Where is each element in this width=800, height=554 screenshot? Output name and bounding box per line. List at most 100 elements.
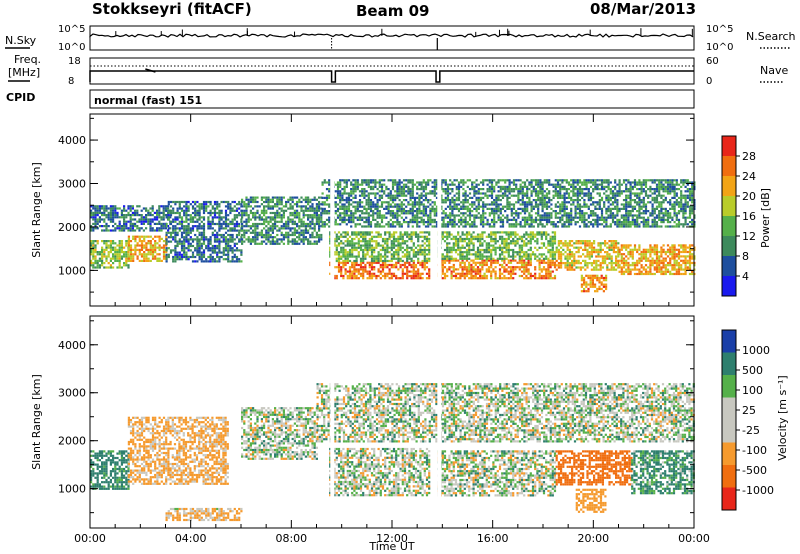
power-cell (271, 231, 274, 234)
power-cell (229, 247, 232, 250)
power-cell (151, 253, 155, 256)
power-cell (424, 205, 428, 208)
power-cell (383, 225, 386, 228)
power-cell (245, 203, 248, 206)
power-cell (449, 201, 452, 204)
power-cell (167, 207, 170, 210)
power-cell (557, 251, 560, 254)
power-cell (355, 270, 358, 273)
power-cell (673, 272, 676, 276)
power-cell (527, 272, 530, 275)
power-cell (386, 259, 389, 263)
power-cell (451, 188, 454, 191)
power-cell (276, 242, 279, 245)
power-cell (105, 255, 108, 258)
power-cell (562, 248, 565, 251)
power-cell (419, 244, 422, 247)
power-cell (450, 233, 453, 236)
power-cell (300, 207, 303, 210)
power-cell (417, 235, 420, 238)
power-cell (473, 207, 476, 210)
power-cell (662, 270, 665, 273)
power-cell (520, 251, 524, 254)
power-cell (589, 281, 592, 284)
power-cell (207, 216, 210, 219)
power-cell (131, 211, 134, 214)
power-cell (176, 218, 179, 221)
power-cell (631, 253, 634, 256)
power-cell (103, 251, 106, 254)
power-cell (156, 235, 159, 238)
power-cell (129, 257, 133, 260)
power-cell (384, 240, 387, 243)
power-cell (258, 233, 261, 237)
power-cell (267, 227, 270, 230)
power-cell (187, 249, 190, 252)
power-cell (224, 253, 228, 256)
power-cell (341, 212, 344, 215)
power-cell (116, 207, 119, 210)
power-cell (400, 188, 403, 191)
power-cell (406, 268, 409, 271)
power-cell (156, 222, 159, 225)
power-cell (669, 248, 672, 251)
power-cell (566, 242, 569, 245)
power-cell (198, 244, 201, 248)
power-cell (474, 261, 477, 264)
power-cell (329, 263, 332, 267)
power-cell (364, 235, 367, 238)
power-cell (320, 236, 323, 239)
power-cell (335, 253, 338, 256)
power-cell (213, 233, 217, 237)
power-cell (583, 290, 586, 293)
power-cell (647, 248, 650, 251)
power-cell (380, 221, 384, 224)
power-cell (343, 218, 346, 221)
power-cell (566, 259, 569, 262)
power-cell (321, 210, 324, 213)
date-label: 08/Mar/2013 (590, 0, 696, 18)
power-cell (575, 259, 578, 262)
power-cell (358, 190, 362, 193)
power-cell (485, 263, 488, 267)
power-cell (392, 235, 396, 238)
power-cell (344, 251, 347, 254)
power-cell (503, 255, 506, 258)
power-cell (452, 237, 455, 241)
power-cell (673, 259, 676, 262)
power-cell (457, 210, 461, 213)
power-cell (428, 274, 431, 278)
power-cell (540, 253, 543, 256)
power-cell (403, 233, 407, 236)
power-cell (311, 236, 314, 239)
power-cell (527, 257, 530, 260)
power-cell (224, 240, 228, 243)
power-cell (352, 201, 355, 204)
power-cell (368, 261, 371, 264)
power-cell (481, 235, 484, 238)
power-cell (323, 201, 326, 204)
power-cell (553, 235, 557, 238)
power-cell (675, 264, 678, 267)
power-cell (187, 225, 190, 228)
power-cell (669, 250, 672, 254)
power-cell (673, 261, 676, 265)
power-cell (185, 225, 188, 228)
power-cell (464, 181, 467, 184)
power-cell (207, 242, 210, 245)
power-cell (351, 266, 354, 269)
power-cell (321, 207, 324, 210)
power-cell (365, 190, 368, 193)
power-cell (401, 240, 404, 243)
power-cell (451, 214, 454, 217)
power-cell (507, 248, 510, 252)
power-cell (367, 183, 370, 186)
power-cell (238, 214, 241, 217)
power-cell (280, 196, 283, 199)
power-cell (235, 236, 239, 239)
power-cell (241, 209, 244, 212)
power-cell (610, 257, 613, 260)
power-cell (231, 238, 234, 241)
power-cell (421, 259, 424, 263)
power-cell (647, 266, 650, 269)
